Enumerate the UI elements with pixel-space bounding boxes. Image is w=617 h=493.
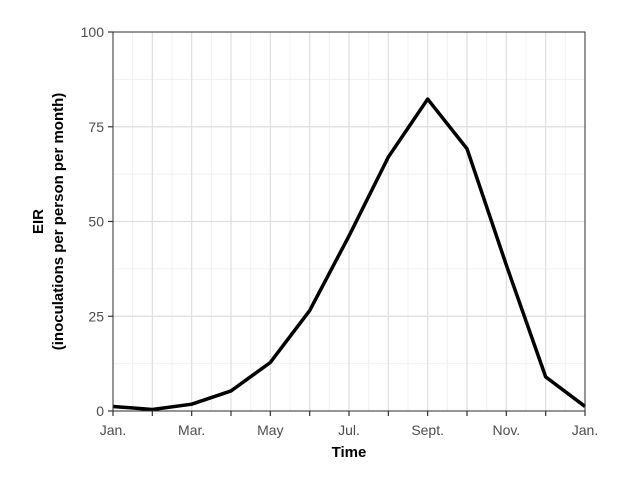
x-tick-label: Mar. — [178, 422, 205, 438]
x-tick-label: Jul. — [338, 422, 360, 438]
series-layer — [112, 97, 587, 412]
x-tick-label: Sept. — [411, 422, 444, 438]
x-tick-label: Jan. — [100, 422, 126, 438]
y-axis-title-units: (inoculations per person per month) — [50, 93, 67, 351]
x-axis: Jan. Mar. May Jul. Sept. Nov. Jan. — [100, 411, 598, 438]
x-tick-label: Jan. — [572, 422, 598, 438]
major-gridlines — [112, 31, 586, 412]
y-axis-title: EIR — [30, 209, 47, 234]
x-tick-label: May — [257, 422, 283, 438]
y-tick-label: 50 — [88, 214, 104, 230]
x-tick-label: Nov. — [492, 422, 520, 438]
y-tick-label: 100 — [81, 24, 105, 40]
y-tick-label: 75 — [88, 119, 104, 135]
x-axis-title: Time — [332, 444, 367, 461]
series-line — [112, 97, 587, 412]
y-tick-label: 0 — [96, 403, 104, 419]
y-tick-label: 25 — [88, 308, 104, 324]
y-axis: 0 25 50 75 100 — [81, 24, 113, 419]
